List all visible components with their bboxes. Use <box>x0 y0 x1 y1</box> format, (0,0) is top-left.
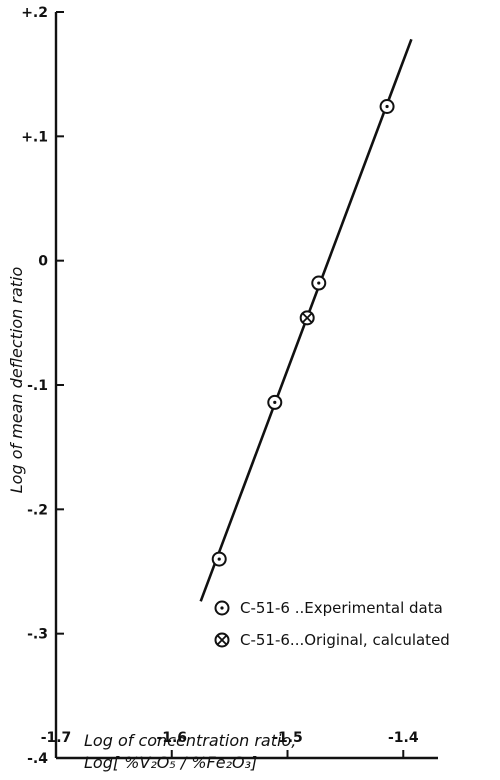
y-axis-title: Log of mean deflection ratio <box>7 267 26 494</box>
y-tick-label: +.2 <box>21 5 48 21</box>
y-tick-label: -.3 <box>27 627 48 643</box>
x-tick-label: -1.7 <box>41 730 72 746</box>
x-tick-label: -1.6 <box>156 730 187 746</box>
y-tick-label: +.1 <box>21 129 48 145</box>
y-tick-label: -.4 <box>27 751 48 767</box>
y-tick-label: -.1 <box>27 378 48 394</box>
x-tick-label: -1.4 <box>388 730 419 746</box>
y-ticks: +.2 +.1 0 -.1 -.2 -.3 -.4 <box>21 5 64 767</box>
x-ticks: -1.7 -1.6 -1.5 -1.4 <box>41 730 419 758</box>
calculated-point <box>299 310 315 326</box>
y-tick-label: 0 <box>38 254 48 270</box>
experimental-point <box>267 394 283 410</box>
legend-label-experimental: C-51-6 ..Experimental data <box>240 599 443 617</box>
legend-marker-experimental <box>214 600 230 616</box>
y-tick-label: -.2 <box>27 502 48 518</box>
x-axis-title-line2: Log[ %V₂O₅ / %Fe₂O₃] <box>84 753 257 772</box>
x-axis-title: Log of concentration ratio, <box>84 731 296 750</box>
experimental-point <box>311 275 327 291</box>
data-points <box>211 98 395 567</box>
legend-marker-calculated <box>214 632 230 648</box>
legend-label-calculated: C-51-6...Original, calculated <box>240 631 450 649</box>
x-tick-label: -1.5 <box>272 730 303 746</box>
legend: C-51-6 ..Experimental data C-51-6...Orig… <box>214 599 450 649</box>
experimental-point <box>379 98 395 114</box>
experimental-point <box>211 551 227 567</box>
